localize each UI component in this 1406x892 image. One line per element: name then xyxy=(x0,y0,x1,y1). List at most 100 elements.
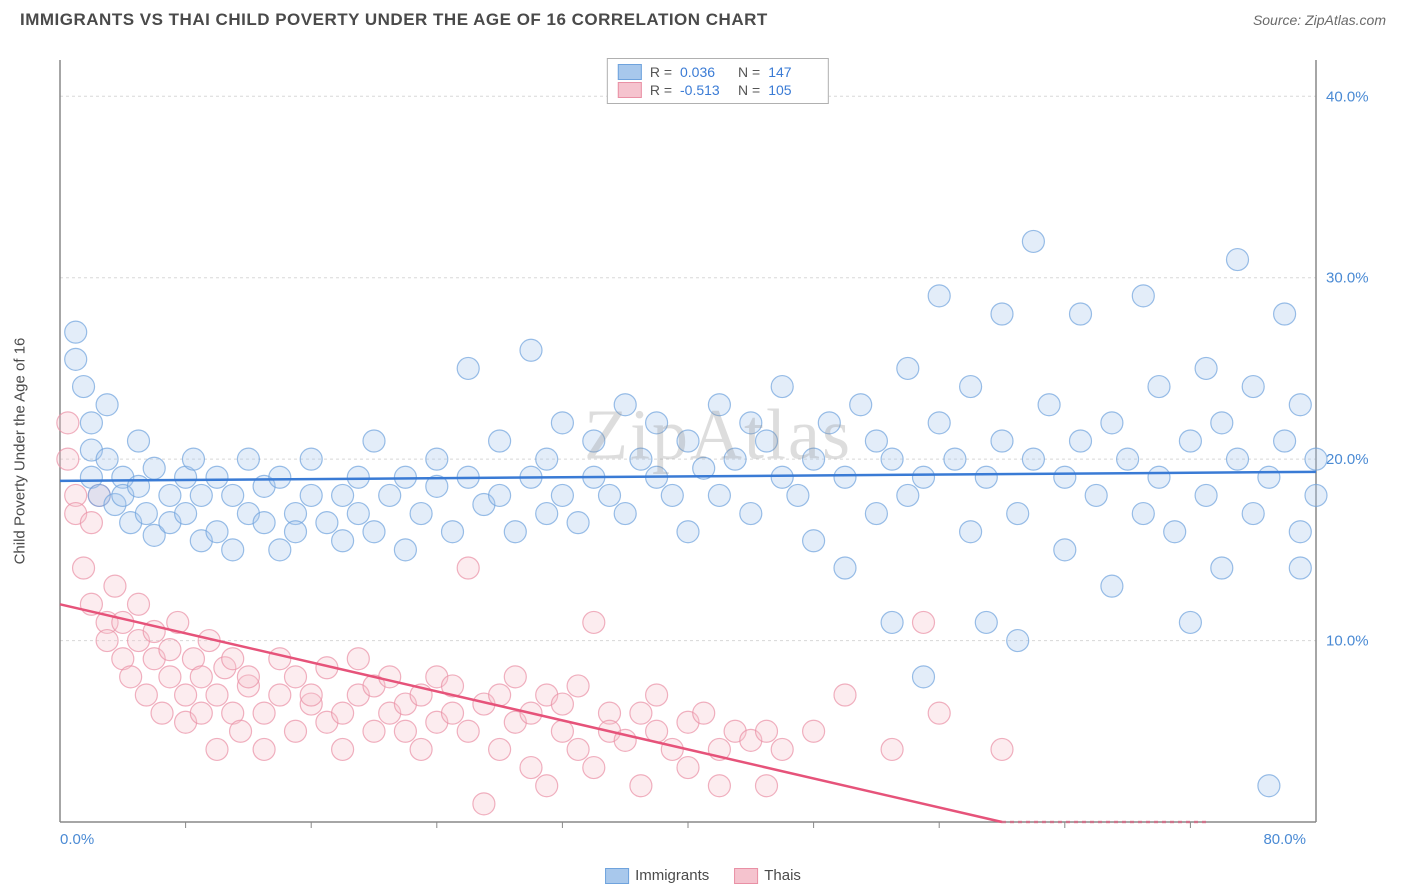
scatter-point xyxy=(128,475,150,497)
scatter-point xyxy=(237,448,259,470)
scatter-point xyxy=(583,430,605,452)
scatter-point xyxy=(803,720,825,742)
scatter-point xyxy=(96,394,118,416)
scatter-point xyxy=(583,757,605,779)
scatter-point xyxy=(73,376,95,398)
scatter-point xyxy=(285,521,307,543)
scatter-point xyxy=(960,521,982,543)
scatter-point xyxy=(1070,430,1092,452)
scatter-point xyxy=(300,448,322,470)
scatter-point xyxy=(850,394,872,416)
scatter-point xyxy=(347,648,369,670)
legend-swatch xyxy=(618,64,642,80)
scatter-point xyxy=(175,684,197,706)
scatter-point xyxy=(457,720,479,742)
scatter-point xyxy=(1289,557,1311,579)
scatter-point xyxy=(771,738,793,760)
scatter-point xyxy=(1054,466,1076,488)
scatter-point xyxy=(410,503,432,525)
legend-row: R =-0.513N =105 xyxy=(618,81,818,99)
scatter-point xyxy=(182,448,204,470)
scatter-point xyxy=(1227,249,1249,271)
scatter-point xyxy=(1164,521,1186,543)
scatter-point xyxy=(1148,376,1170,398)
legend-swatch xyxy=(618,82,642,98)
scatter-point xyxy=(206,738,228,760)
chart-title: IMMIGRANTS VS THAI CHILD POVERTY UNDER T… xyxy=(20,10,768,30)
scatter-point xyxy=(1148,466,1170,488)
scatter-point xyxy=(332,738,354,760)
y-axis-label: Child Poverty Under the Age of 16 xyxy=(12,338,29,565)
scatter-point xyxy=(489,430,511,452)
scatter-point xyxy=(724,448,746,470)
scatter-point xyxy=(489,684,511,706)
scatter-point xyxy=(771,376,793,398)
n-label: N = xyxy=(738,82,760,98)
scatter-point xyxy=(646,720,668,742)
n-label: N = xyxy=(738,64,760,80)
scatter-point xyxy=(536,503,558,525)
scatter-point xyxy=(143,457,165,479)
scatter-point xyxy=(237,666,259,688)
scatter-point xyxy=(975,611,997,633)
scatter-point xyxy=(913,466,935,488)
scatter-point xyxy=(363,720,385,742)
scatter-point xyxy=(913,666,935,688)
scatter-point xyxy=(756,430,778,452)
scatter-point xyxy=(80,512,102,534)
scatter-point xyxy=(756,720,778,742)
correlation-legend: R =0.036N =147R =-0.513N =105 xyxy=(607,58,829,104)
scatter-point xyxy=(1117,448,1139,470)
scatter-point xyxy=(661,484,683,506)
scatter-point xyxy=(379,484,401,506)
scatter-point xyxy=(1101,412,1123,434)
scatter-point xyxy=(834,684,856,706)
trend-line xyxy=(60,472,1316,481)
scatter-point xyxy=(253,702,275,724)
scatter-point xyxy=(269,539,291,561)
scatter-point xyxy=(1132,503,1154,525)
scatter-point xyxy=(120,666,142,688)
scatter-plot: 10.0%20.0%30.0%40.0%0.0%80.0% xyxy=(50,50,1386,852)
scatter-point xyxy=(332,702,354,724)
scatter-point xyxy=(285,666,307,688)
scatter-point xyxy=(1022,448,1044,470)
n-value: 105 xyxy=(768,82,818,98)
scatter-point xyxy=(159,639,181,661)
scatter-point xyxy=(1007,630,1029,652)
scatter-point xyxy=(551,412,573,434)
series-legend-item: Thais xyxy=(734,867,801,884)
scatter-point xyxy=(913,611,935,633)
scatter-point xyxy=(151,702,173,724)
scatter-point xyxy=(865,503,887,525)
scatter-point xyxy=(457,357,479,379)
scatter-point xyxy=(190,702,212,724)
scatter-point xyxy=(222,539,244,561)
scatter-point xyxy=(881,611,903,633)
scatter-point xyxy=(222,648,244,670)
x-tick-label: 0.0% xyxy=(60,831,94,848)
scatter-point xyxy=(1274,303,1296,325)
scatter-point xyxy=(442,702,464,724)
scatter-point xyxy=(128,593,150,615)
scatter-point xyxy=(1022,230,1044,252)
scatter-point xyxy=(991,430,1013,452)
scatter-point xyxy=(834,557,856,579)
scatter-point xyxy=(928,412,950,434)
scatter-point xyxy=(1289,394,1311,416)
scatter-point xyxy=(771,466,793,488)
scatter-point xyxy=(410,738,432,760)
r-value: -0.513 xyxy=(680,82,730,98)
scatter-point xyxy=(65,348,87,370)
scatter-point xyxy=(1195,484,1217,506)
scatter-point xyxy=(190,484,212,506)
scatter-point xyxy=(347,503,369,525)
scatter-point xyxy=(1211,412,1233,434)
scatter-point xyxy=(1305,448,1327,470)
scatter-point xyxy=(740,412,762,434)
legend-swatch xyxy=(605,868,629,884)
scatter-point xyxy=(630,448,652,470)
scatter-point xyxy=(834,466,856,488)
scatter-point xyxy=(206,684,228,706)
scatter-point xyxy=(897,357,919,379)
